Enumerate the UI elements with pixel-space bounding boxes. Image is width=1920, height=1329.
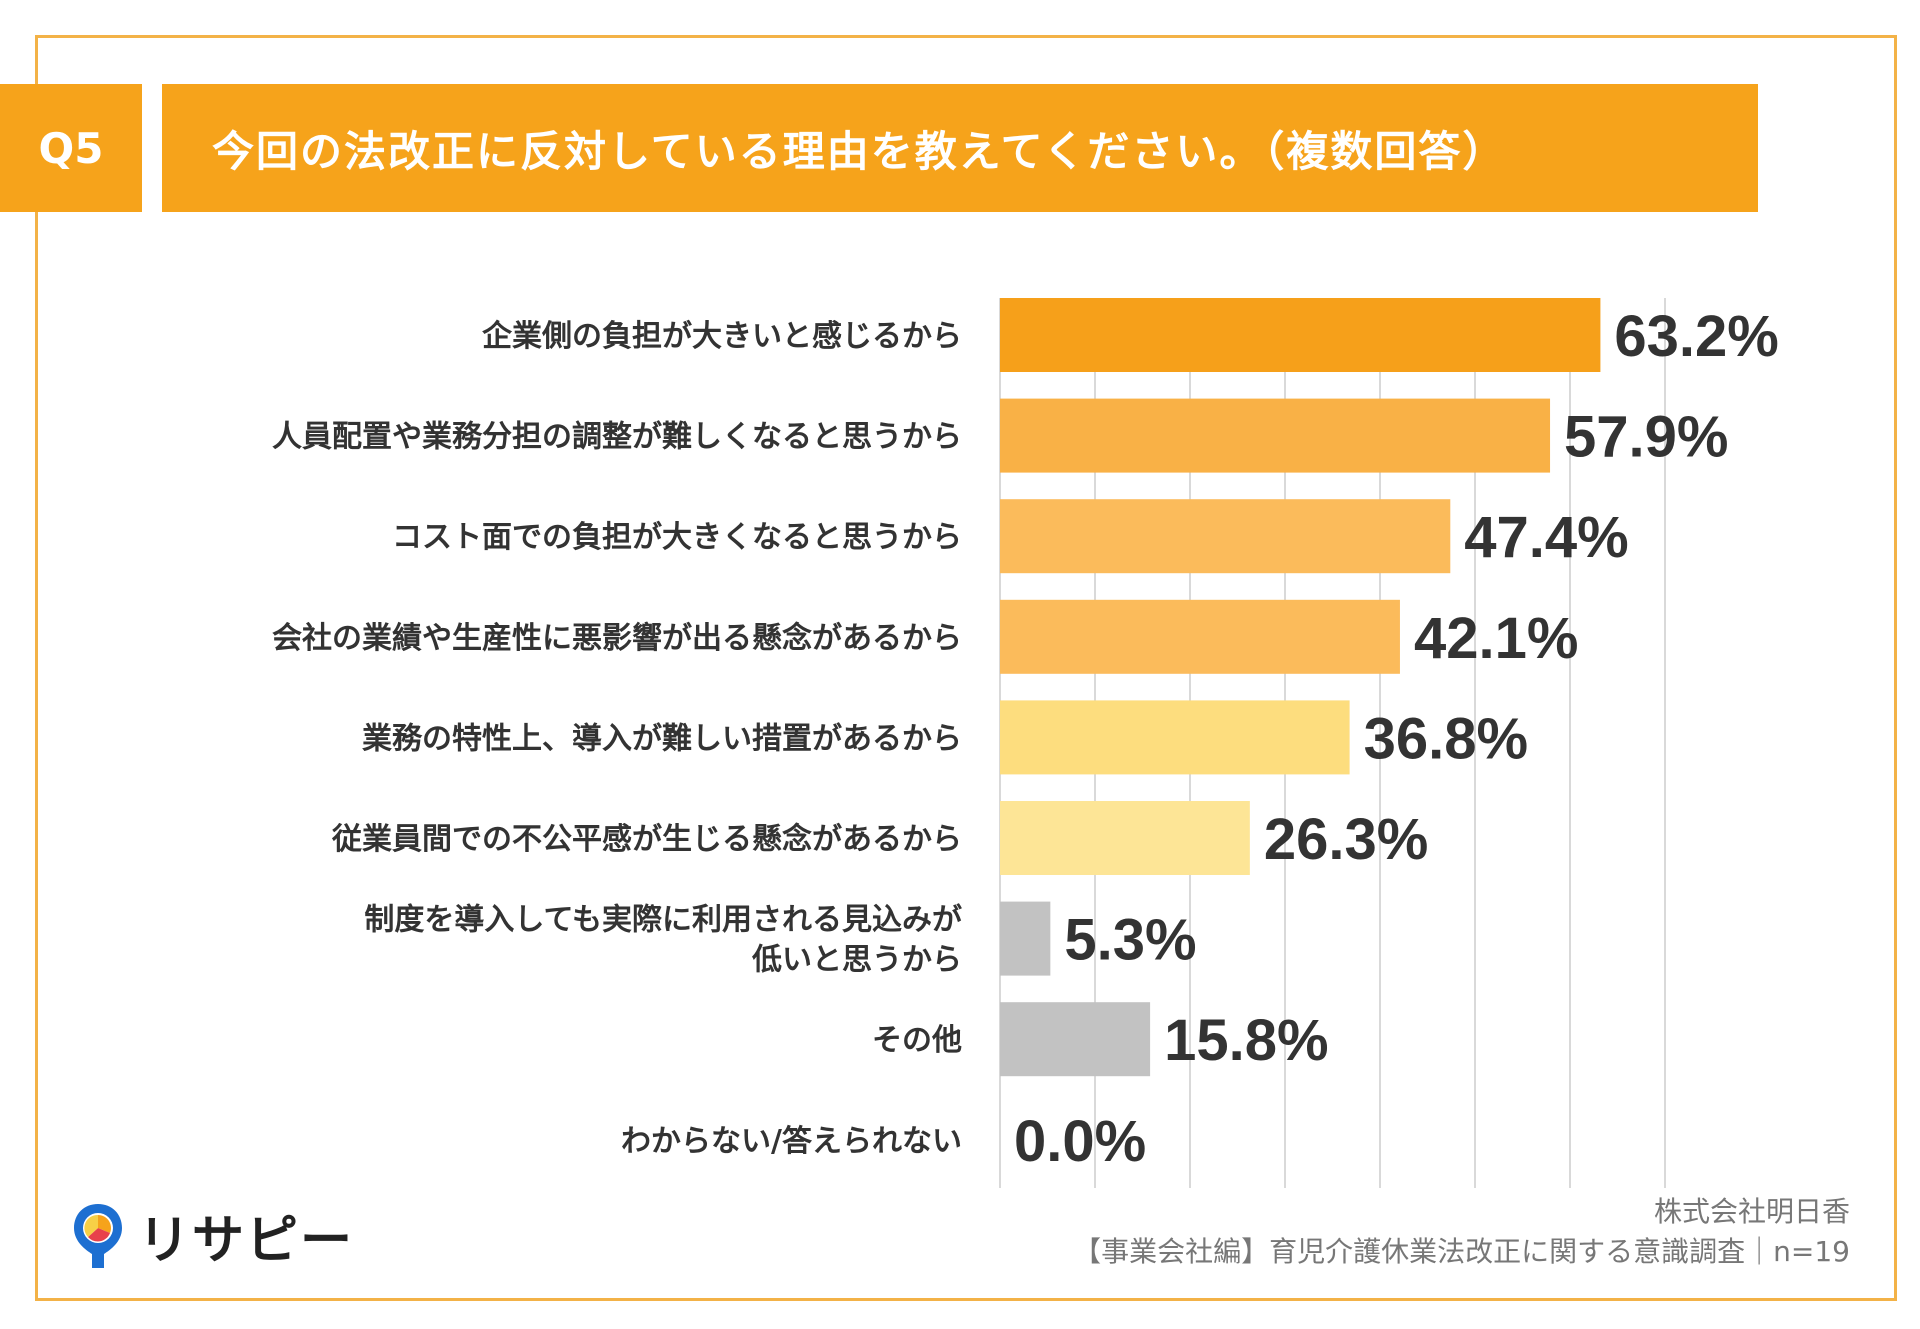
- category-label: 業務の特性上、導入が難しい措置があるから: [362, 721, 962, 756]
- value-label: 15.8%: [1164, 1008, 1328, 1073]
- bar: [1000, 1002, 1151, 1077]
- bar: [1000, 499, 1451, 574]
- brand-logo: リサピー: [70, 1198, 354, 1273]
- bar: [1000, 599, 1400, 674]
- logo-pin-icon: [74, 1203, 122, 1268]
- chart-frame: [35, 35, 1897, 1301]
- value-label: 5.3%: [1064, 908, 1196, 973]
- category-label: 制度を導入しても実際に利用される見込みが低いと思うから: [364, 903, 962, 978]
- footer-company: 株式会社明日香: [1653, 1195, 1850, 1228]
- value-label: 57.9%: [1564, 405, 1728, 470]
- value-label: 42.1%: [1414, 606, 1578, 671]
- bar: [1000, 901, 1051, 976]
- category-label: その他: [872, 1023, 962, 1058]
- category-label: わからない/答えられない: [621, 1124, 962, 1159]
- bar: [1000, 801, 1250, 875]
- bar: [1000, 398, 1551, 473]
- category-label: コスト面での負担が大きくなると思うから: [392, 520, 962, 555]
- bar: [1000, 298, 1601, 372]
- value-label: 36.8%: [1364, 706, 1528, 771]
- category-label: 人員配置や業務分担の調整が難しくなると思うから: [272, 420, 962, 455]
- value-label: 47.4%: [1464, 505, 1628, 570]
- value-label: 26.3%: [1264, 807, 1428, 872]
- logo-text: リサピー: [138, 1211, 355, 1271]
- question-title: 今回の法改正に反対している理由を教えてください。（複数回答）: [162, 84, 1758, 212]
- value-label: 0.0%: [1014, 1109, 1146, 1174]
- value-label: 63.2%: [1614, 304, 1778, 369]
- question-badge: Q5: [0, 84, 142, 212]
- footer: 株式会社明日香 【事業会社編】育児介護休業法改正に関する意識調査｜n=19: [1073, 1192, 1850, 1272]
- category-label: 従業員間での不公平感が生じる懸念があるから: [331, 822, 962, 857]
- footer-survey: 【事業会社編】育児介護休業法改正に関する意識調査｜n=19: [1073, 1235, 1850, 1268]
- category-label: 会社の業績や生産性に悪影響が出る懸念があるから: [272, 621, 962, 656]
- category-label: 企業側の負担が大きいと感じるから: [482, 319, 962, 354]
- bar: [1000, 700, 1350, 775]
